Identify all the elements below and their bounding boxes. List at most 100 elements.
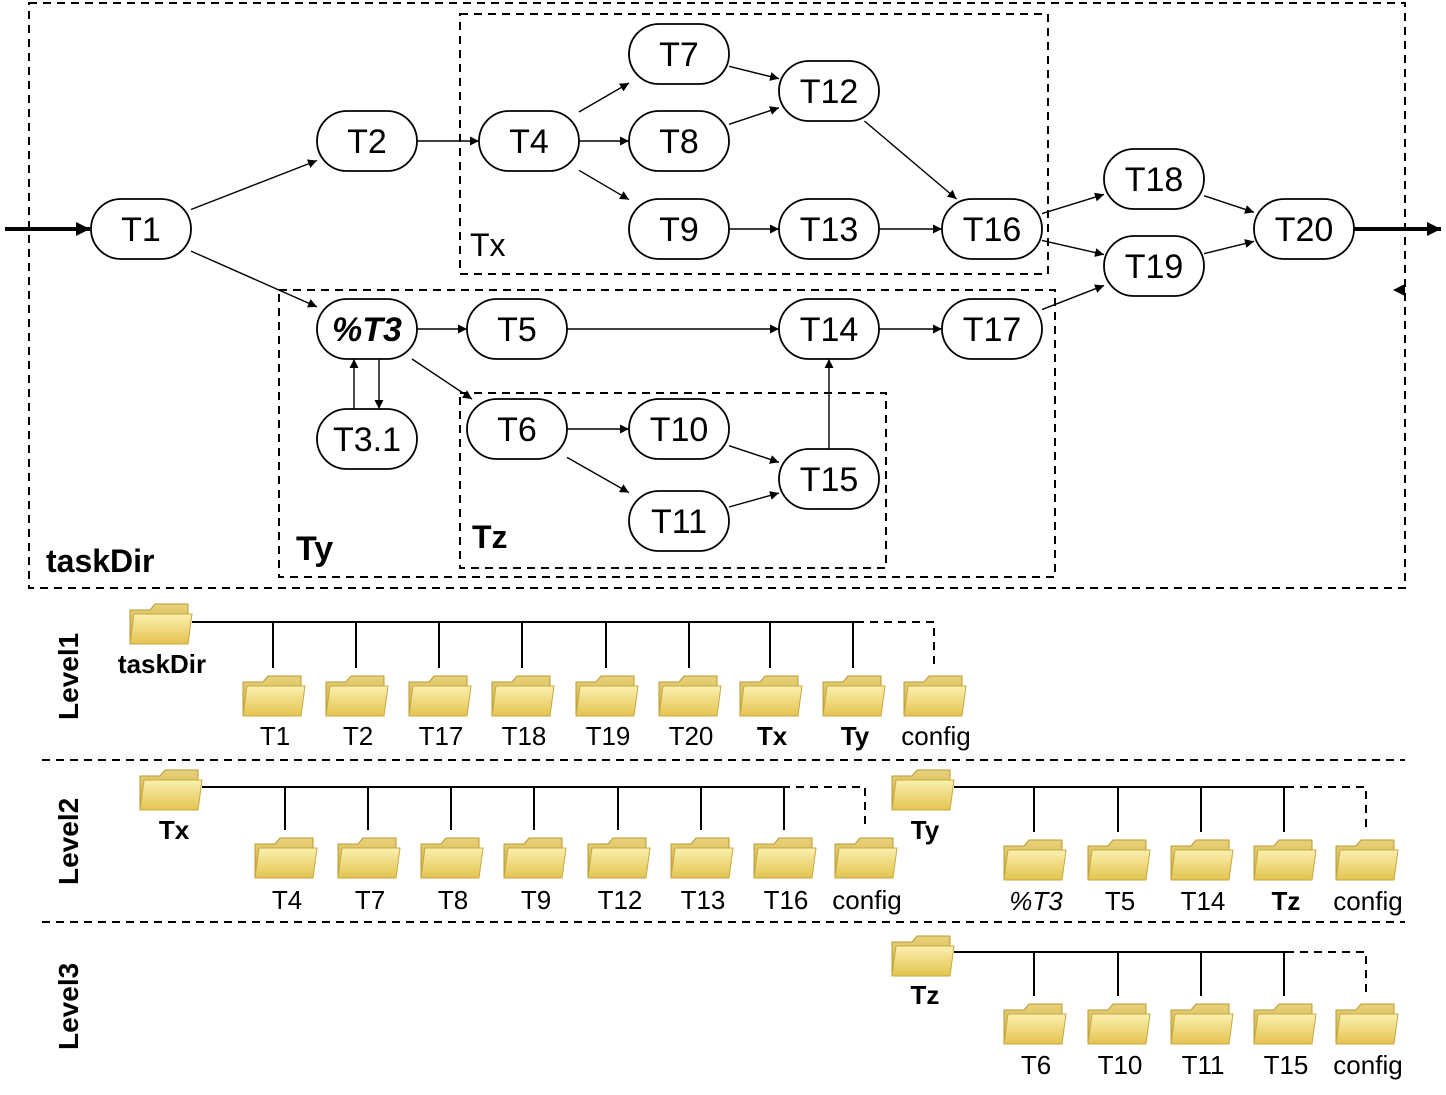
node-t19-box (1103, 235, 1205, 297)
node-t14: T14 (778, 298, 880, 360)
node-t9-label: T9 (659, 211, 699, 249)
node-t1: T1 (90, 198, 192, 260)
level1-child-label: Ty (841, 721, 870, 751)
node-t2-label: T2 (347, 123, 387, 161)
node-t12: T12 (778, 60, 880, 122)
level1-folder-icon[interactable] (325, 675, 389, 717)
level3_tz-child-label: T11 (1182, 1050, 1225, 1080)
level1-folder-icon[interactable] (739, 675, 803, 717)
level2_tx-child-label: T16 (764, 885, 809, 915)
edge-t6-t11 (566, 456, 630, 494)
level3_tz-folder-icon[interactable] (1253, 1003, 1317, 1045)
edge-t16-t19 (1041, 239, 1105, 257)
edge-t7-t12 (728, 65, 780, 81)
level3_tz-folder-icon[interactable] (1170, 1003, 1234, 1045)
level2_tx-root-folder-icon[interactable] (139, 769, 203, 811)
node-t9: T9 (628, 198, 730, 260)
node-t1-label: T1 (121, 211, 161, 249)
right-border-marker (1393, 284, 1405, 296)
level2_ty-child-label: T5 (1105, 886, 1135, 916)
level2_tx-folder-icon[interactable] (337, 837, 401, 879)
level1-folder-icon[interactable] (658, 675, 722, 717)
edge-t3-t6 (411, 358, 473, 400)
node-t31-box (316, 408, 418, 470)
node-t8-box (628, 110, 730, 172)
level2_tx-child-label: T8 (438, 885, 468, 915)
level2_tx-folder-icon[interactable] (670, 837, 734, 879)
level3_tz-child-label: T10 (1098, 1050, 1143, 1080)
level1-child-label: T18 (502, 721, 547, 751)
edge-t12-t16 (863, 120, 958, 200)
directory-tree: taskDir T1 T2 T17 T18 T19 T20 Tx Ty config Tx T4 T7 T… (118, 603, 1403, 1080)
level2_tx-folder-icon[interactable] (834, 837, 898, 879)
edge-t4-t9 (578, 169, 630, 201)
level2_tx-folder-icon[interactable] (753, 837, 817, 879)
level1-root-folder-icon[interactable] (129, 603, 193, 645)
node-t15-label: T15 (800, 461, 859, 499)
level3_tz-child-label: T15 (1264, 1050, 1309, 1080)
taskdir-group-label: taskDir (46, 543, 155, 579)
level-label-2: Level2 (53, 798, 84, 885)
level2_ty-child-label: %T3 (1009, 886, 1063, 916)
level2_tx-folder-icon[interactable] (254, 837, 318, 879)
node-t5-label: T5 (497, 311, 537, 349)
node-t7-label: T7 (659, 36, 699, 74)
node-t7-box (628, 23, 730, 85)
level2_tx-folder-icon[interactable] (503, 837, 567, 879)
node-t11: T11 (628, 490, 730, 552)
level1-config-link (856, 621, 935, 668)
level1-folder-icon[interactable] (903, 675, 967, 717)
level1-folder-icon[interactable] (491, 675, 555, 717)
level2_ty-root-folder-icon[interactable] (891, 769, 955, 811)
level3_tz-root-folder-icon[interactable] (891, 935, 955, 977)
level1-folder-icon[interactable] (408, 675, 472, 717)
node-t6-label: T6 (497, 411, 537, 449)
level2_ty-child-label: Tz (1272, 886, 1301, 916)
node-t12-label: T12 (800, 73, 859, 111)
level2_ty-child-label: T14 (1181, 886, 1226, 916)
level2_ty-folder-icon[interactable] (1170, 839, 1234, 881)
level3_tz-folder-icon[interactable] (1087, 1003, 1151, 1045)
level2_ty-folder-icon[interactable] (1253, 839, 1317, 881)
node-t20: T20 (1253, 198, 1355, 260)
node-t11-label: T11 (651, 503, 707, 541)
level-label-1: Level1 (53, 633, 84, 720)
node-t17: T17 (941, 298, 1043, 360)
level1-folder-icon[interactable] (575, 675, 639, 717)
level3_tz-folder-icon[interactable] (1003, 1003, 1067, 1045)
level2_tx-folder-icon[interactable] (587, 837, 651, 879)
level-label-3: Level3 (53, 963, 84, 1050)
level2_ty-folder-icon[interactable] (1335, 839, 1399, 881)
level1-folder-icon[interactable] (242, 675, 306, 717)
level2_ty-folder-icon[interactable] (1087, 839, 1151, 881)
level1-root-label: taskDir (118, 649, 206, 679)
level2_tx-config-link (782, 786, 866, 830)
node-t6: T6 (466, 398, 568, 460)
edge-t1-t2 (190, 159, 318, 211)
level2_tx-folder-icon[interactable] (420, 837, 484, 879)
node-t5-box (466, 298, 568, 360)
node-t14-label: T14 (800, 311, 859, 349)
edge-t19-t20 (1203, 239, 1255, 255)
level2_tx-root-label: Tx (159, 815, 190, 845)
node-t16-label: T16 (963, 211, 1022, 249)
node-t18-label: T18 (1125, 161, 1184, 199)
edge-t18-t20 (1203, 195, 1255, 214)
node-t8: T8 (628, 110, 730, 172)
node-t16: T16 (941, 198, 1043, 260)
node-t12-box (778, 60, 880, 122)
level2_ty-root-label: Ty (911, 815, 940, 845)
edge-t10-t15 (728, 445, 780, 464)
node-t13: T13 (778, 198, 880, 260)
level3_tz-folder-icon[interactable] (1335, 1003, 1399, 1045)
level1-child-label: T20 (669, 721, 714, 751)
level2_tx-child-label: T4 (272, 885, 302, 915)
level1-folder-icon[interactable] (822, 675, 886, 717)
node-t17-box (941, 298, 1043, 360)
level2_tx-child-label: T12 (598, 885, 643, 915)
node-t16-box (941, 198, 1043, 260)
edge-t16-t18 (1041, 192, 1105, 215)
node-t4: T4 (478, 110, 580, 172)
level2_ty-folder-icon[interactable] (1003, 839, 1067, 881)
level1-child-label: T1 (260, 721, 290, 751)
